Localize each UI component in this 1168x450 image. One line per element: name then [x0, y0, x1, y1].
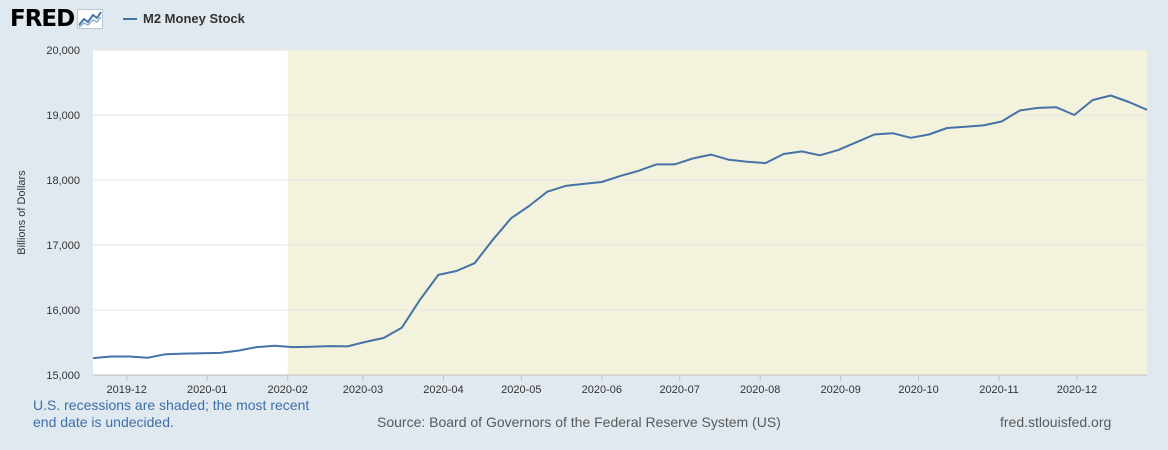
source-text: Source: Board of Governors of the Federa…	[377, 414, 781, 430]
legend-swatch	[123, 17, 137, 20]
fred-logo-text: FRED	[10, 6, 75, 32]
x-tick-label: 2020-11	[979, 384, 1019, 396]
x-tick-label: 2020-02	[268, 384, 308, 396]
fred-logo[interactable]: FRED	[10, 6, 104, 32]
x-tick-label: 2020-07	[660, 384, 700, 396]
line-chart-icon	[77, 9, 104, 29]
y-tick-label: 18,000	[46, 175, 80, 187]
x-tick-label: 2020-04	[423, 384, 463, 396]
x-tick-label: 2020-05	[501, 384, 541, 396]
recession-shading	[287, 50, 1147, 375]
y-tick-label: 16,000	[46, 305, 80, 317]
x-tick-label: 2020-08	[740, 384, 780, 396]
x-tick-label: 2020-06	[582, 384, 622, 396]
y-tick-label: 20,000	[46, 45, 80, 57]
y-axis-label: Billions of Dollars	[16, 170, 28, 255]
chart-header: FRED M2 Money Stock	[0, 0, 1168, 42]
y-tick-label: 17,000	[46, 240, 80, 252]
site-link[interactable]: fred.stlouisfed.org	[1000, 414, 1112, 430]
x-tick-label: 2020-12	[1057, 384, 1097, 396]
x-tick-label: 2020-09	[820, 384, 860, 396]
chart-legend[interactable]: M2 Money Stock	[123, 11, 245, 26]
legend-label: M2 Money Stock	[143, 11, 245, 26]
y-tick-label: 15,000	[46, 370, 80, 382]
recession-note: U.S. recessions are shaded; the most rec…	[33, 397, 310, 430]
x-tick-label: 2020-10	[898, 384, 938, 396]
y-tick-label: 19,000	[46, 110, 80, 122]
x-tick-label: 2020-01	[187, 384, 227, 396]
x-tick-label: 2020-03	[343, 384, 383, 396]
series-line-m2	[92, 94, 1148, 360]
x-tick-label: 2019-12	[107, 384, 147, 396]
